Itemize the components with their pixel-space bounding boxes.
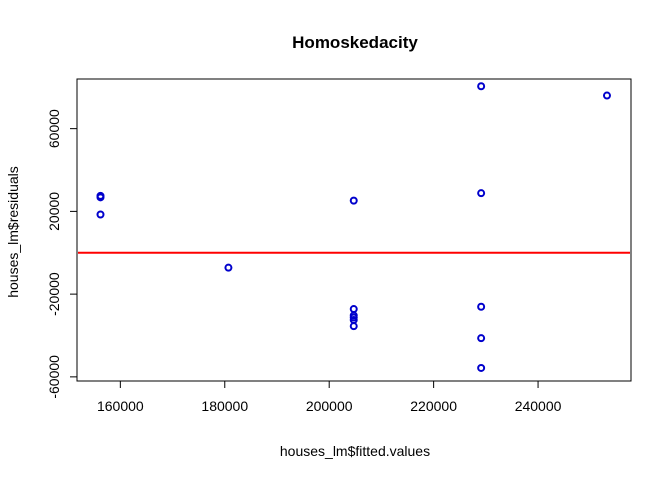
data-point bbox=[96, 210, 105, 219]
data-points bbox=[96, 82, 611, 372]
x-tick-label: 240000 bbox=[515, 398, 562, 414]
plot-box bbox=[76, 78, 632, 382]
data-point bbox=[477, 334, 486, 343]
x-tick-label: 220000 bbox=[410, 398, 457, 414]
y-tick-label: -20000 bbox=[46, 272, 62, 316]
data-point bbox=[349, 305, 358, 314]
y-axis-label: houses_lm$residuals bbox=[5, 166, 21, 298]
y-tick-label: 60000 bbox=[46, 109, 62, 148]
data-point bbox=[96, 193, 105, 202]
data-point bbox=[477, 302, 486, 311]
x-tick-label: 180000 bbox=[201, 398, 248, 414]
data-point bbox=[477, 82, 486, 91]
data-point bbox=[224, 263, 233, 272]
y-axis: -60000 -20000 20000 60000 bbox=[46, 109, 78, 399]
data-point bbox=[477, 189, 486, 198]
y-tick-label: 20000 bbox=[46, 192, 62, 231]
data-point bbox=[349, 196, 358, 205]
chart-title: Homoskedacity bbox=[292, 33, 418, 52]
x-axis-label: houses_lm$fitted.values bbox=[280, 443, 430, 459]
data-point bbox=[602, 91, 611, 100]
data-point bbox=[349, 322, 358, 331]
x-axis: 160000 180000 200000 220000 240000 bbox=[97, 380, 562, 414]
data-point bbox=[477, 363, 486, 372]
x-tick-label: 200000 bbox=[306, 398, 353, 414]
x-tick-label: 160000 bbox=[97, 398, 144, 414]
y-tick-label: -60000 bbox=[46, 355, 62, 399]
